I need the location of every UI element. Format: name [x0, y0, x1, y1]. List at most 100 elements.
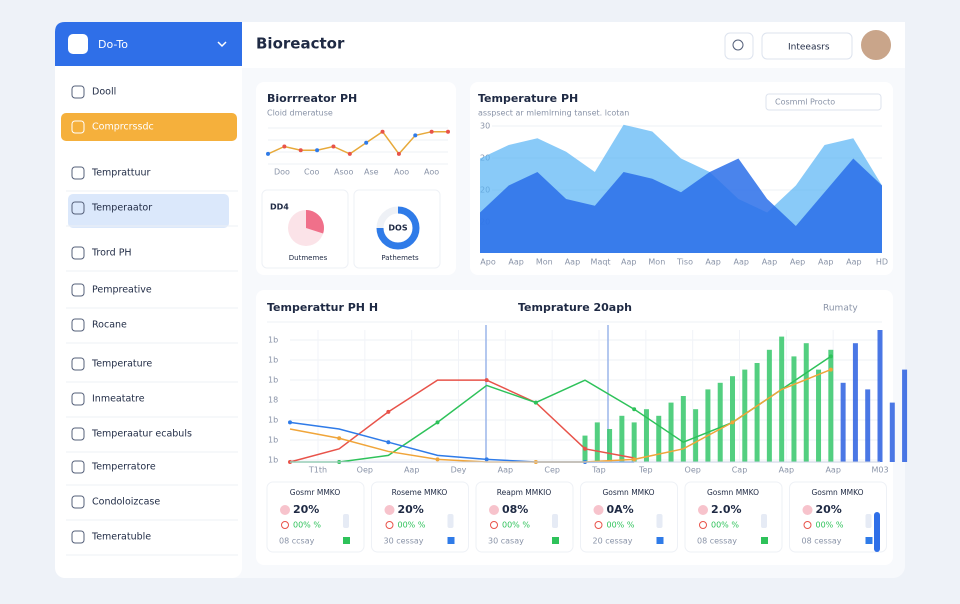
- stat-foot: 30 cessay: [384, 537, 424, 546]
- stat-card[interactable]: [371, 481, 469, 553]
- line: [267, 130, 448, 156]
- point: [298, 148, 303, 153]
- scroll-thumb[interactable]: [874, 512, 880, 552]
- y-tick-label: 1b: [268, 376, 278, 385]
- menu-icon: [71, 318, 85, 332]
- point: [446, 129, 450, 134]
- brand-bar[interactable]: [55, 22, 242, 66]
- stat-card[interactable]: [580, 481, 678, 553]
- x-tick-label: Asoo: [334, 168, 354, 177]
- dropdown-label[interactable]: Rumaty: [823, 304, 858, 314]
- menu-icon: [71, 283, 85, 297]
- point: [386, 409, 391, 414]
- bar: [852, 343, 858, 462]
- x-tick-label: T1th: [308, 466, 327, 475]
- stat-card[interactable]: [475, 481, 574, 553]
- x-tick-label: Aap: [825, 466, 840, 475]
- stat-card[interactable]: [684, 481, 783, 553]
- donut-arc: [376, 206, 420, 250]
- panel-title: Temperature PH: [478, 92, 578, 105]
- stat-value: 20%: [816, 503, 842, 516]
- x-tick-label: Dey: [451, 466, 467, 475]
- stat-icon: [593, 505, 604, 515]
- stat-sub: 00% %: [816, 521, 844, 530]
- menu-item[interactable]: Temeratuble: [91, 532, 151, 543]
- menu-item[interactable]: Temperaatur ecabuls: [91, 429, 192, 440]
- x-tick-label: Mon: [648, 258, 665, 267]
- brand: Do-To: [98, 38, 128, 51]
- menu-item[interactable]: Dooll: [92, 87, 116, 98]
- menu-icon: [71, 166, 85, 180]
- menu-item[interactable]: Temprattuur: [91, 168, 151, 179]
- point: [632, 457, 637, 462]
- point: [413, 133, 418, 138]
- chevron: [217, 41, 227, 48]
- menu-icon: [71, 495, 85, 509]
- x-tick-label: Aap: [734, 258, 749, 267]
- x-tick-label: Doo: [274, 168, 290, 177]
- area: [480, 158, 882, 253]
- stat-label: Roseme MMKO: [392, 488, 448, 497]
- stat-sub: 00% %: [607, 521, 635, 530]
- x-tick-label: Maqt: [591, 258, 611, 267]
- donut-title: DOS: [388, 224, 407, 233]
- stat-icon: [489, 505, 499, 515]
- dropdown-label: Cosmml Procto: [775, 98, 835, 107]
- bar: [717, 382, 723, 462]
- menu-item[interactable]: Pempreative: [92, 285, 152, 296]
- menu-item[interactable]: Comprcrssdc: [92, 122, 154, 133]
- stat-foot: 20 cessay: [593, 537, 633, 546]
- brand-icon: [68, 34, 88, 54]
- y-tick-label: 1b: [268, 356, 278, 365]
- stat-bar: [865, 514, 872, 528]
- stat-dot: [803, 521, 812, 529]
- stat-icon: [280, 505, 290, 515]
- point: [828, 354, 833, 359]
- menu-icon: [71, 427, 85, 441]
- bar: [754, 363, 760, 462]
- menu-item[interactable]: Trord PH: [91, 248, 132, 259]
- menu-item[interactable]: Temperaator: [91, 203, 152, 214]
- panel-title: Temperattur PH H: [267, 301, 378, 314]
- x-tick-label: Tiso: [676, 258, 693, 267]
- stat-sub: 00% %: [502, 521, 530, 530]
- point: [337, 436, 342, 441]
- point: [533, 400, 538, 405]
- x-tick-label: Aap: [508, 258, 523, 267]
- point: [435, 457, 440, 462]
- point: [288, 420, 292, 425]
- dropdown[interactable]: [761, 32, 853, 60]
- stat-card[interactable]: [266, 481, 365, 553]
- x-tick-label: Aap: [762, 258, 777, 267]
- menu-item[interactable]: Rocane: [92, 320, 127, 331]
- x-tick-label: Aap: [779, 466, 794, 475]
- menu-item[interactable]: Temperature: [91, 359, 152, 370]
- stat-card[interactable]: [789, 481, 887, 553]
- x-tick-label: Ase: [364, 168, 379, 177]
- x-tick-label: Aoo: [424, 168, 439, 177]
- search-button[interactable]: [724, 32, 754, 60]
- donut-title: DD4: [270, 203, 289, 212]
- menu-icon: [71, 201, 85, 215]
- dropdown[interactable]: [765, 93, 882, 111]
- dropdown-label: Inteeasrs: [788, 43, 830, 53]
- bar: [840, 382, 846, 462]
- stat-foot: 08 ccsay: [279, 537, 315, 546]
- x-tick-label: Apo: [480, 258, 496, 267]
- stat-icon: [698, 505, 708, 515]
- point: [632, 407, 637, 412]
- x-tick-label: M03: [871, 466, 888, 475]
- bar: [631, 422, 637, 462]
- x-tick-label: Tep: [638, 466, 653, 475]
- stat-icon: [802, 505, 813, 515]
- point: [484, 378, 489, 383]
- stat-badge: [761, 537, 768, 544]
- menu-item[interactable]: Inmeatatre: [92, 394, 145, 405]
- menu-item[interactable]: Condoloizcase: [92, 497, 160, 508]
- menu-icon: [71, 120, 85, 134]
- stat-bar: [552, 514, 558, 528]
- stat-icon: [384, 505, 395, 515]
- stat-label: Gosmn MMKO: [707, 488, 759, 497]
- menu-item[interactable]: Temperratore: [91, 462, 156, 473]
- avatar[interactable]: [859, 28, 893, 62]
